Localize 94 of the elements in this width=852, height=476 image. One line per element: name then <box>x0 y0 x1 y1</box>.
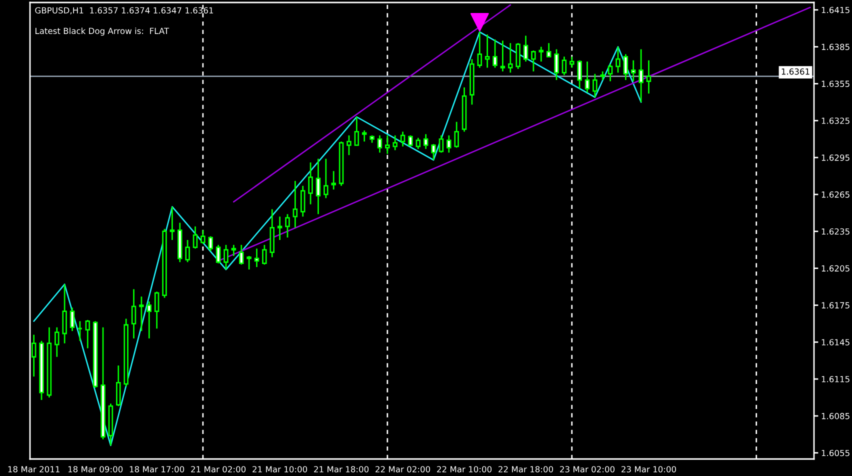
y-tick-label: 1.6295 <box>822 154 850 161</box>
y-tick-label: 1.6355 <box>822 80 850 87</box>
candlestick <box>331 170 336 190</box>
candlestick <box>423 133 428 150</box>
candlestick <box>246 255 252 270</box>
candlestick <box>316 158 321 215</box>
candlestick <box>577 60 582 90</box>
candlestick <box>416 137 421 150</box>
candlestick <box>277 216 282 241</box>
candlestick <box>200 229 206 244</box>
candlestick <box>77 320 83 342</box>
candlestick <box>562 56 567 76</box>
y-tick-label: 1.6415 <box>822 6 850 14</box>
candlestick <box>346 134 352 156</box>
candlestick <box>531 50 536 72</box>
y-tick-label: 1.6265 <box>822 191 850 198</box>
x-tick-label: 18 Mar 17:00 <box>130 466 184 472</box>
candlestick <box>584 60 590 94</box>
candlestick <box>131 288 136 340</box>
candlestick <box>492 38 498 68</box>
candlestick <box>231 244 236 257</box>
candlestick <box>392 134 398 151</box>
x-tick-label: 18 Mar 09:00 <box>68 466 123 472</box>
y-tick-label: 1.6115 <box>822 376 850 382</box>
ref-line-label: 1.6361 <box>782 68 810 75</box>
candlestick <box>616 46 620 74</box>
candlestick <box>308 162 313 205</box>
candlestick <box>484 34 490 68</box>
candlestick <box>139 296 144 332</box>
candlestick <box>554 48 559 81</box>
y-tick-label: 1.6385 <box>822 44 850 50</box>
candlestick <box>638 48 644 103</box>
candlestick <box>377 134 382 154</box>
candlestick <box>446 134 452 154</box>
candlestick <box>208 236 214 252</box>
candlestick <box>592 73 598 98</box>
candlestick <box>154 290 160 330</box>
candlestick <box>185 239 190 263</box>
candlestick <box>300 185 306 218</box>
candlestick <box>70 306 75 332</box>
y-tick-label: 1.6055 <box>822 450 850 456</box>
x-tick-label: 21 Mar 18:00 <box>314 466 369 472</box>
candlestick <box>362 130 367 142</box>
candlestick <box>623 53 628 81</box>
x-tick-label: 22 Mar 18:00 <box>498 466 554 472</box>
candlestick <box>238 244 244 266</box>
candlestick <box>608 63 613 82</box>
y-tick-label: 1.6325 <box>822 118 850 124</box>
x-tick-label: 21 Mar 10:00 <box>252 466 308 472</box>
x-tick-label: 22 Mar 10:00 <box>437 466 492 472</box>
candlestick <box>569 56 574 68</box>
x-tick-label: 21 Mar 02:00 <box>191 466 246 472</box>
candlestick <box>31 334 36 378</box>
candlestick <box>630 60 636 82</box>
candlestick <box>516 42 520 70</box>
candlestick <box>170 206 175 241</box>
candlestick <box>385 134 390 155</box>
candlestick <box>262 244 267 266</box>
candlestick <box>324 158 328 199</box>
candlestick <box>146 300 152 340</box>
y-tick-label: 1.6235 <box>822 228 850 235</box>
x-tick-label: 23 Mar 02:00 <box>560 466 615 472</box>
candlestick <box>224 244 228 270</box>
y-tick-label: 1.6205 <box>822 265 850 272</box>
candlestick <box>54 326 60 358</box>
candlestick <box>546 42 552 58</box>
candlestick <box>538 46 544 62</box>
candlestick <box>116 364 121 407</box>
candlestick <box>438 134 444 154</box>
candlestick <box>285 213 290 238</box>
candlestick <box>62 284 67 344</box>
candlestick <box>508 42 513 74</box>
candlestick <box>454 121 459 148</box>
candlestick <box>354 116 360 146</box>
candlestick <box>292 180 298 228</box>
candlestick <box>85 319 90 349</box>
chart-title: GBPUSD,H1 1.6357 1.6374 1.6347 1.6361 <box>35 7 214 14</box>
candlestick <box>216 244 221 264</box>
y-tick-label: 1.6175 <box>822 302 850 308</box>
candlestick <box>192 226 198 250</box>
y-tick-label: 1.6145 <box>822 339 850 346</box>
x-tick-label: 18 Mar 2011 <box>8 466 60 472</box>
candlestick <box>500 40 506 72</box>
annotation: Latest Black Dog Arrow is: FLAT <box>36 28 170 36</box>
y-tick-label: 1.6085 <box>822 412 850 420</box>
x-tick-label: 23 Mar 10:00 <box>622 466 676 472</box>
candlestick <box>646 60 652 94</box>
candlestick <box>408 134 413 148</box>
candlestick <box>477 31 482 68</box>
x-tick-label: 22 Mar 02:00 <box>376 466 430 472</box>
candlestick <box>523 35 528 62</box>
candlestick <box>431 143 436 161</box>
candlestick <box>254 248 260 268</box>
candlestick <box>400 131 406 148</box>
